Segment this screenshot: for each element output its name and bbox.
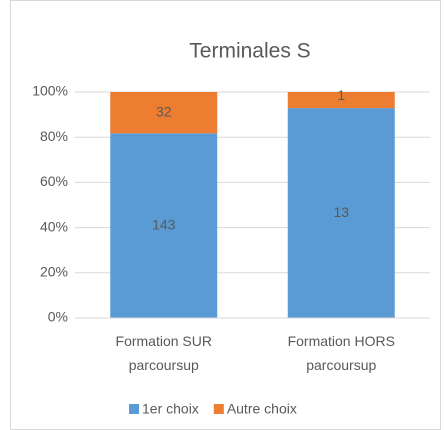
legend-swatch — [129, 404, 139, 414]
data-label: 32 — [156, 103, 172, 119]
legend-label: Autre choix — [227, 401, 297, 417]
x-tick-label: Formation SUR parcoursup — [116, 333, 212, 373]
data-label: 143 — [152, 216, 176, 232]
y-tick-label: 20% — [40, 264, 68, 280]
bar-segment — [287, 108, 395, 319]
bar-segment — [287, 92, 395, 109]
y-tick-label: 0% — [48, 309, 68, 325]
y-tick-label: 40% — [40, 218, 68, 234]
y-tick-label: 80% — [40, 128, 68, 144]
x-tick-label: Formation HORS parcoursup — [288, 333, 395, 373]
chart-title: Terminales S — [189, 40, 310, 63]
bar-segment — [110, 92, 218, 134]
y-tick-label: 100% — [32, 83, 68, 99]
y-tick-label: 60% — [40, 173, 68, 189]
legend-label: 1er choix — [142, 401, 199, 417]
legend-swatch — [213, 404, 224, 414]
bar-segment — [110, 133, 218, 318]
data-label: 1 — [337, 87, 345, 103]
data-label: 13 — [333, 204, 349, 220]
